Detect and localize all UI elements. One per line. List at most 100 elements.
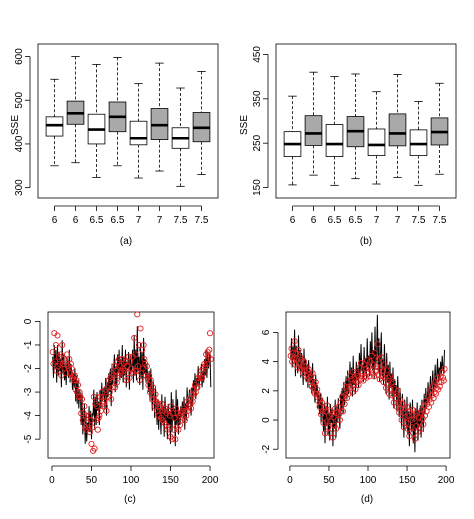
series-point [326, 430, 333, 437]
series-point [56, 360, 63, 367]
panel-a-caption: (a) [120, 236, 132, 247]
series-point [325, 424, 332, 431]
series-point [157, 407, 164, 414]
series-point [389, 379, 397, 386]
x-tick-label: 7.5 [195, 215, 209, 226]
series-point [409, 406, 416, 413]
series-line [290, 314, 445, 453]
panel-b-boxplot: 150 250 350 450 6 6 6.5 6.5 7 7 7.5 7.5 [252, 43, 457, 226]
series-point [305, 365, 312, 372]
series-point [57, 351, 64, 358]
plot-frame [37, 43, 219, 199]
series-point [301, 367, 308, 374]
y-tick-label: 6 [261, 329, 272, 335]
y-tick-label: -2 [261, 444, 272, 453]
series-point [289, 349, 297, 356]
series-point [393, 390, 400, 397]
series-point [103, 407, 110, 414]
y-tick-label: 4 [261, 358, 272, 364]
series-point [291, 338, 298, 345]
series-point [203, 360, 210, 367]
series-point [345, 390, 352, 397]
series-point [310, 384, 317, 391]
x-tick-label: 100 [360, 475, 377, 486]
series-point [379, 373, 386, 380]
series-point [323, 418, 330, 425]
series-point [108, 396, 115, 403]
x-tick-label: 7 [157, 215, 163, 226]
series-point [412, 412, 419, 419]
series-point [304, 367, 311, 374]
x-tick-label: 100 [123, 475, 140, 486]
series-point [90, 393, 97, 400]
x-tick-label: 150 [399, 475, 416, 486]
x-tick-label: 6 [290, 215, 296, 226]
x-tick-label: 7 [136, 215, 142, 226]
panel-c-caption: (c) [124, 494, 136, 505]
series-point [321, 430, 329, 437]
y-tick-label: 350 [252, 90, 263, 107]
series-point [334, 416, 341, 424]
series-point [346, 373, 354, 380]
series-point [317, 396, 324, 403]
y-tick-label: 600 [14, 48, 25, 65]
series-point [324, 402, 331, 409]
series-point [106, 389, 113, 396]
series-point [369, 370, 376, 377]
series-point [361, 373, 368, 380]
box-iqr [129, 120, 148, 146]
series-point [58, 372, 65, 379]
x-tick-label: 7 [374, 215, 380, 226]
series-point [127, 358, 134, 365]
series-point [314, 386, 321, 393]
series-point [78, 396, 86, 403]
series-point [206, 330, 214, 337]
y-tick-label: 0 [23, 318, 34, 324]
series-point [134, 311, 141, 318]
box-iqr [388, 113, 407, 147]
series-point [52, 358, 59, 365]
series-point [403, 403, 411, 410]
box-iqr [304, 115, 323, 146]
series-point [388, 380, 395, 387]
panel-b-ylabel: SSE [239, 115, 250, 135]
series-point [332, 425, 340, 432]
y-tick-label: -2 [23, 364, 34, 373]
series-point [206, 346, 213, 353]
series-point [417, 409, 424, 416]
series-point [131, 334, 138, 341]
series-point [398, 416, 405, 424]
plot-frame [47, 311, 215, 459]
plot-frame [285, 311, 451, 459]
series-point [168, 403, 175, 410]
panel-c-series-plot: -5 -4 -3 -2 -1 0 0 50 100 150 200 [23, 311, 219, 486]
series-point [49, 348, 56, 356]
series-point [82, 412, 89, 419]
series-point [367, 358, 374, 365]
series-point [350, 368, 357, 375]
series-point [94, 426, 101, 433]
x-tick-label: 200 [202, 475, 219, 486]
series-point [355, 381, 362, 389]
y-tick-label: 400 [14, 135, 25, 152]
x-tick-label: 6 [52, 215, 58, 226]
series-point [406, 433, 413, 440]
series-point [52, 341, 59, 349]
series-point [132, 351, 139, 358]
series-point [150, 384, 157, 391]
series-point [295, 346, 302, 354]
x-tick-label: 6 [73, 215, 79, 226]
x-tick-label: 6.5 [349, 215, 363, 226]
series-point [143, 363, 150, 370]
series-point [327, 408, 334, 415]
series-point [165, 424, 172, 431]
series-point [152, 391, 159, 398]
series-point [88, 440, 95, 447]
series-point [371, 349, 379, 356]
series-point [74, 381, 82, 389]
series-point [416, 419, 423, 427]
x-tick-label: 7.5 [412, 215, 426, 226]
series-point [373, 362, 380, 370]
series-line [52, 326, 212, 447]
